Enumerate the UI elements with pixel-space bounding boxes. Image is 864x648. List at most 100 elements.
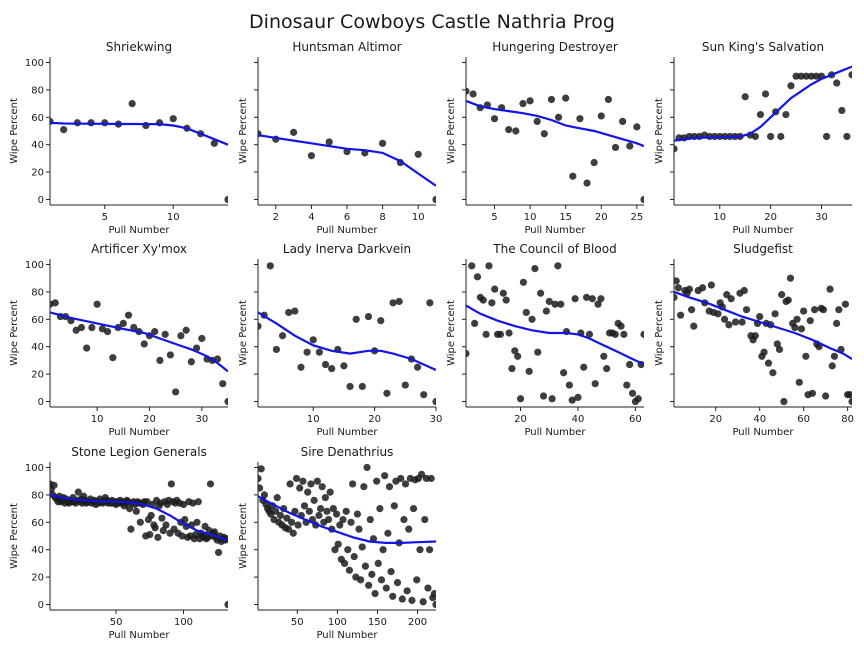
data-point — [539, 392, 548, 400]
data-point — [725, 321, 733, 329]
data-point — [366, 515, 374, 524]
data-point — [419, 598, 427, 606]
data-point — [533, 117, 541, 126]
data-point — [408, 596, 416, 605]
data-point — [385, 483, 394, 491]
data-point — [387, 568, 395, 576]
data-point — [353, 510, 362, 518]
data-point — [74, 488, 82, 496]
data-point — [376, 504, 384, 513]
data-point — [807, 72, 815, 80]
data-point — [177, 332, 185, 340]
data-point — [822, 392, 830, 400]
data-point — [292, 474, 301, 483]
data-point — [93, 300, 101, 308]
data-point — [304, 488, 312, 496]
data-point — [426, 299, 434, 307]
data-point — [425, 546, 434, 554]
trend-line — [50, 121, 228, 146]
data-point — [323, 507, 331, 515]
subplot-lady-inerva-darkvein: Lady Inerva Darkvein 10 20 30 Pull Number Wip… — [238, 242, 442, 438]
data-point — [795, 378, 803, 386]
data-point — [401, 480, 410, 488]
data-point — [206, 480, 215, 488]
data-point — [158, 514, 166, 522]
data-point — [340, 559, 349, 568]
data-point — [490, 115, 499, 123]
data-point — [511, 347, 519, 355]
data-point — [266, 262, 274, 270]
x-axis-label: Pull Number — [316, 630, 378, 641]
trend-line — [258, 311, 436, 372]
data-point — [156, 356, 164, 365]
data-point — [350, 552, 358, 561]
data-point — [597, 112, 605, 120]
data-point — [819, 306, 828, 314]
data-point — [324, 515, 333, 524]
data-point — [786, 274, 795, 282]
data-point — [623, 381, 631, 389]
data-point — [258, 484, 264, 492]
data-point — [326, 488, 334, 496]
data-point — [381, 472, 389, 480]
data-point — [132, 507, 140, 515]
data-point — [178, 532, 186, 540]
y-tick-label: 0 — [38, 195, 44, 206]
data-point — [526, 97, 534, 105]
data-point — [508, 365, 516, 373]
data-point — [258, 465, 265, 473]
x-tick-label: 25 — [631, 212, 644, 223]
y-axis-label: Wipe Percent — [238, 503, 249, 569]
y-axis-label: Wipe Percent — [238, 98, 249, 164]
data-point — [278, 332, 287, 340]
data-point — [473, 273, 482, 281]
data-point — [260, 491, 269, 499]
data-point — [514, 352, 522, 360]
data-point — [512, 127, 520, 135]
data-point — [674, 277, 680, 285]
data-point — [838, 106, 846, 115]
data-point — [843, 132, 851, 141]
data-point — [424, 584, 432, 592]
data-point — [547, 95, 556, 104]
x-tick-label: 20 — [764, 212, 777, 223]
subplot-title: Stone Legion Generals — [71, 445, 207, 459]
data-point — [303, 348, 311, 356]
data-point — [140, 340, 148, 348]
scatter-points — [258, 262, 436, 406]
x-tick-label: 30 — [195, 414, 208, 425]
data-point — [808, 389, 817, 397]
data-point — [604, 95, 613, 104]
data-point — [420, 391, 428, 399]
y-axis-label: Wipe Percent — [9, 300, 20, 366]
data-point — [83, 344, 91, 352]
scatter-points — [50, 99, 228, 204]
y-tick-label: 80 — [31, 287, 44, 298]
data-point — [413, 576, 421, 584]
y-tick-label: 100 — [25, 463, 44, 474]
data-point — [349, 480, 357, 488]
data-point — [674, 284, 682, 292]
scatter-points — [466, 87, 644, 204]
data-point — [812, 72, 821, 80]
data-point — [151, 328, 159, 336]
x-tick-label: 4 — [308, 212, 314, 223]
data-point — [352, 315, 360, 323]
data-point — [417, 470, 426, 478]
data-point — [580, 363, 588, 371]
data-point — [731, 318, 740, 326]
data-point — [554, 262, 562, 270]
data-point — [846, 391, 852, 399]
subplot-title: Lady Inerva Darkvein — [283, 242, 411, 256]
data-point — [540, 130, 548, 138]
subplot-title: Sire Denathrius — [301, 445, 394, 459]
subplot-sire-denathrius: Sire Denathrius 50 100 150 200 Pull Number Wip… — [238, 445, 436, 641]
x-tick-label: 10 — [167, 212, 180, 223]
y-tick-label: 60 — [31, 315, 44, 326]
x-tick-label: 10 — [524, 212, 537, 223]
data-point — [528, 315, 536, 323]
data-point — [377, 317, 385, 325]
data-point — [545, 297, 553, 306]
data-point — [525, 367, 533, 375]
y-tick-label: 40 — [31, 140, 44, 151]
